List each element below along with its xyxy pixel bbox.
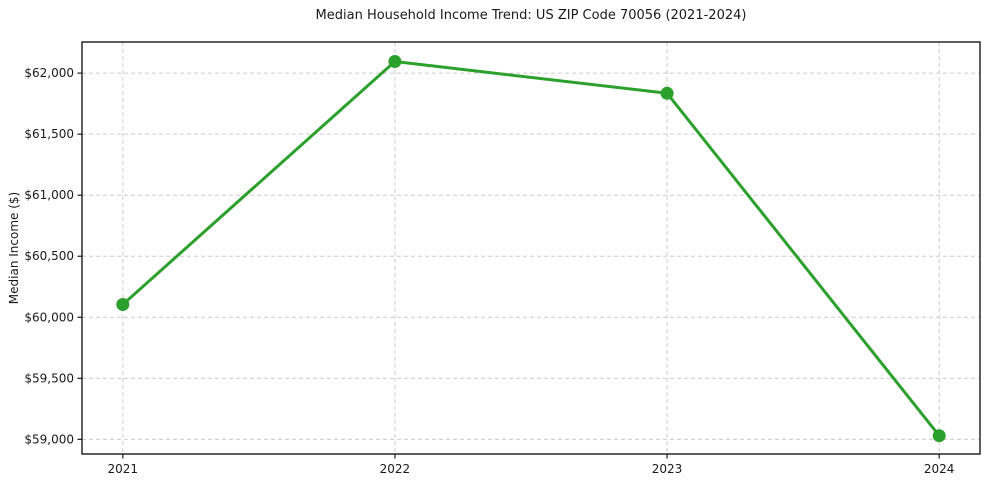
y-tick-label: $61,000	[24, 188, 74, 202]
tick-labels: $59,000 $59,500 $60,000 $60,500 $61,000 $61,5…	[24, 66, 954, 476]
gridlines	[82, 42, 980, 454]
data-point-2021	[116, 298, 130, 311]
y-tick-label: $60,500	[24, 249, 74, 263]
y-tick-label: $59,500	[24, 371, 74, 385]
y-tick-label: $59,000	[24, 432, 74, 446]
y-tick-label: $60,000	[24, 310, 74, 324]
x-tick-label: 2021	[108, 462, 139, 476]
x-tick-label: 2024	[924, 462, 955, 476]
y-tick-label: $61,500	[24, 127, 74, 141]
chart-title: Median Household Income Trend: US ZIP Co…	[315, 8, 747, 23]
axis-ticks	[77, 72, 940, 459]
x-tick-label: 2023	[652, 462, 683, 476]
plot-border	[81, 41, 981, 455]
data-points	[116, 55, 946, 443]
y-tick-label: $62,000	[24, 66, 74, 80]
trend-line	[121, 60, 941, 438]
data-point-2022	[388, 55, 402, 68]
x-tick-label: 2022	[380, 462, 411, 476]
data-point-2024	[932, 429, 946, 443]
data-point-2023	[660, 86, 674, 100]
